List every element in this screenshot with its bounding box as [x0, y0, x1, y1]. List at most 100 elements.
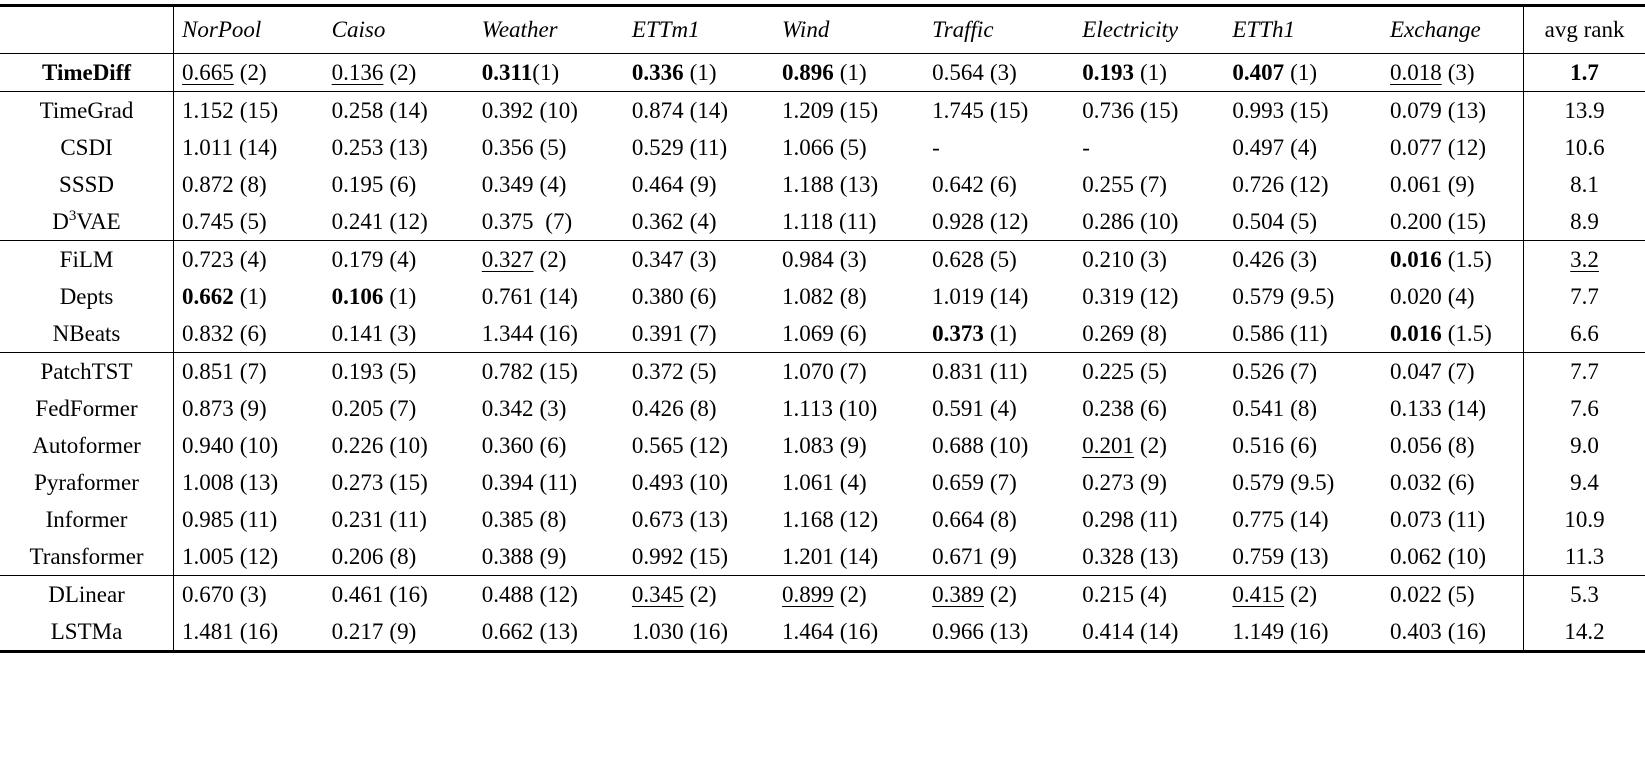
metric-rank: (14) — [389, 98, 428, 123]
table-row: SSSD 0.872 (8) 0.195 (6) 0.349 (4) 0.464 (9) 1.18… — [0, 166, 1645, 203]
metric-value: - — [932, 135, 940, 160]
avg-rank-cell: 5.3 — [1523, 575, 1645, 613]
metric-rank: (2) — [539, 247, 567, 272]
metric-rank: (10) — [389, 433, 428, 458]
metric-value: 1.149 — [1232, 619, 1285, 644]
metric-cell: 1.011 (14) — [174, 129, 324, 166]
metric-cell: 0.273 (9) — [1074, 464, 1224, 501]
metric-value: 0.347 — [631, 247, 684, 272]
metric-cell: 0.380 (6) — [624, 278, 774, 315]
metric-value: 0.775 — [1232, 507, 1285, 532]
metric-cell: 0.493 (10) — [624, 464, 774, 501]
metric-rank: (9) — [839, 433, 867, 458]
model-name: DLinear — [0, 575, 175, 613]
metric-value: 0.642 — [932, 172, 984, 197]
metric-rank: (8) — [539, 507, 567, 532]
metric-rank: (5) — [239, 209, 267, 234]
model-name-text: Transformer — [29, 544, 144, 569]
metric-value: 0.079 — [1390, 98, 1442, 123]
metric-cell: 0.736 (15) — [1074, 91, 1225, 129]
metric-value: 0.319 — [1082, 284, 1135, 309]
metric-rank: (12) — [1447, 135, 1487, 160]
avg-rank-cell: 1.7 — [1523, 53, 1645, 92]
metric-value: 0.662 — [182, 284, 234, 309]
avg-rank-value: 3.2 — [1570, 247, 1599, 272]
metric-rank: (2) — [989, 582, 1017, 607]
metric-value: 0.225 — [1082, 359, 1135, 384]
metric-cell: 1.083 (9) — [774, 427, 924, 464]
metric-value: 0.504 — [1232, 209, 1285, 234]
metric-cell: 0.392 (10) — [473, 91, 624, 129]
metric-rank: (16) — [839, 619, 879, 644]
metric-cell: 1.019 (14) — [924, 278, 1074, 315]
metric-value: 0.541 — [1232, 396, 1285, 421]
metric-value: 0.062 — [1390, 544, 1442, 569]
metric-cell: - — [1074, 129, 1224, 166]
metric-value: 0.349 — [481, 172, 534, 197]
metric-rank: (6) — [839, 321, 867, 346]
metric-cell: 0.586 (11) — [1224, 315, 1382, 353]
metric-value: 0.241 — [331, 209, 384, 234]
metric-rank: (14) — [989, 284, 1029, 309]
metric-value: 0.984 — [782, 247, 834, 272]
table-body: TimeDiff 0.665 (2) 0.136 (2) 0.311(1) 0.336 (1)… — [0, 53, 1645, 652]
metric-rank: (2) — [1140, 433, 1167, 458]
metric-rank: (12) — [839, 507, 879, 532]
metric-rank: (5) — [389, 359, 417, 384]
metric-value: 1.061 — [782, 470, 834, 495]
table-header: NorPool Caiso Weather ETTm1 Wind Traffic Elect… — [0, 5, 1645, 54]
metric-value: 0.273 — [331, 470, 384, 495]
metric-cell: 0.217 (9) — [324, 613, 474, 652]
metric-cell: 0.136 (2) — [323, 53, 474, 92]
metric-cell: 0.022 (5) — [1382, 575, 1524, 613]
metric-rank: (11) — [689, 135, 728, 160]
metric-value: 0.516 — [1232, 433, 1285, 458]
metric-cell: 0.497 (4) — [1224, 129, 1382, 166]
metric-cell: 0.347 (3) — [623, 240, 775, 278]
metric-value: 0.231 — [331, 507, 384, 532]
metric-rank: (16) — [1447, 619, 1487, 644]
metric-rank: (4) — [1140, 582, 1167, 607]
metric-cell: 0.414 (14) — [1074, 613, 1224, 652]
metric-value: - — [1082, 135, 1090, 160]
metric-value: 0.526 — [1232, 359, 1285, 384]
metric-value: 1.083 — [782, 433, 834, 458]
metric-value: 0.238 — [1082, 396, 1135, 421]
metric-cell: 0.201 (2) — [1074, 427, 1224, 464]
metric-value: 0.388 — [481, 544, 534, 569]
metric-value: 0.874 — [631, 98, 684, 123]
metric-value: 0.032 — [1390, 470, 1442, 495]
metric-rank: (10) — [539, 98, 578, 123]
metric-value: 0.356 — [481, 135, 534, 160]
metric-value: 0.018 — [1390, 60, 1442, 85]
metric-value: 0.342 — [481, 396, 534, 421]
metric-rank: (14) — [1447, 396, 1487, 421]
metric-value: 0.407 — [1232, 60, 1285, 85]
metric-value: 0.688 — [932, 433, 984, 458]
metric-cell: 0.662 (13) — [474, 613, 624, 652]
metric-value: 1.481 — [182, 619, 234, 644]
metric-value: 0.200 — [1390, 209, 1442, 234]
metric-rank: (4) — [239, 247, 267, 272]
metric-rank: (9) — [989, 544, 1017, 569]
metric-cell: 0.662 (1) — [174, 278, 324, 315]
metric-rank: (10) — [1140, 209, 1179, 234]
model-name-text: NBeats — [52, 321, 121, 346]
metric-rank: (16) — [1290, 619, 1329, 644]
avg-rank-cell: 10.9 — [1523, 501, 1645, 538]
metric-rank: (1) — [689, 60, 717, 85]
metric-value: 0.286 — [1082, 209, 1135, 234]
model-name: Autoformer — [0, 427, 175, 464]
metric-cell: 0.360 (6) — [474, 427, 624, 464]
metric-cell: 0.564 (3) — [924, 53, 1075, 92]
metric-rank: (9.5) — [1290, 470, 1335, 495]
metric-rank: (13) — [239, 470, 279, 495]
metric-value: 0.201 — [1082, 433, 1135, 458]
metric-cell: 0.215 (4) — [1074, 575, 1225, 613]
table-row: Autoformer 0.940 (10) 0.226 (10) 0.360 (6) 0.56… — [0, 427, 1645, 464]
metric-rank: (8) — [1140, 321, 1167, 346]
results-table: NorPool Caiso Weather ETTm1 Wind Traffic Elect… — [0, 4, 1645, 653]
metric-cell: 0.659 (7) — [924, 464, 1074, 501]
metric-cell: 0.241 (12) — [324, 203, 474, 241]
metric-cell: 0.231 (11) — [324, 501, 474, 538]
